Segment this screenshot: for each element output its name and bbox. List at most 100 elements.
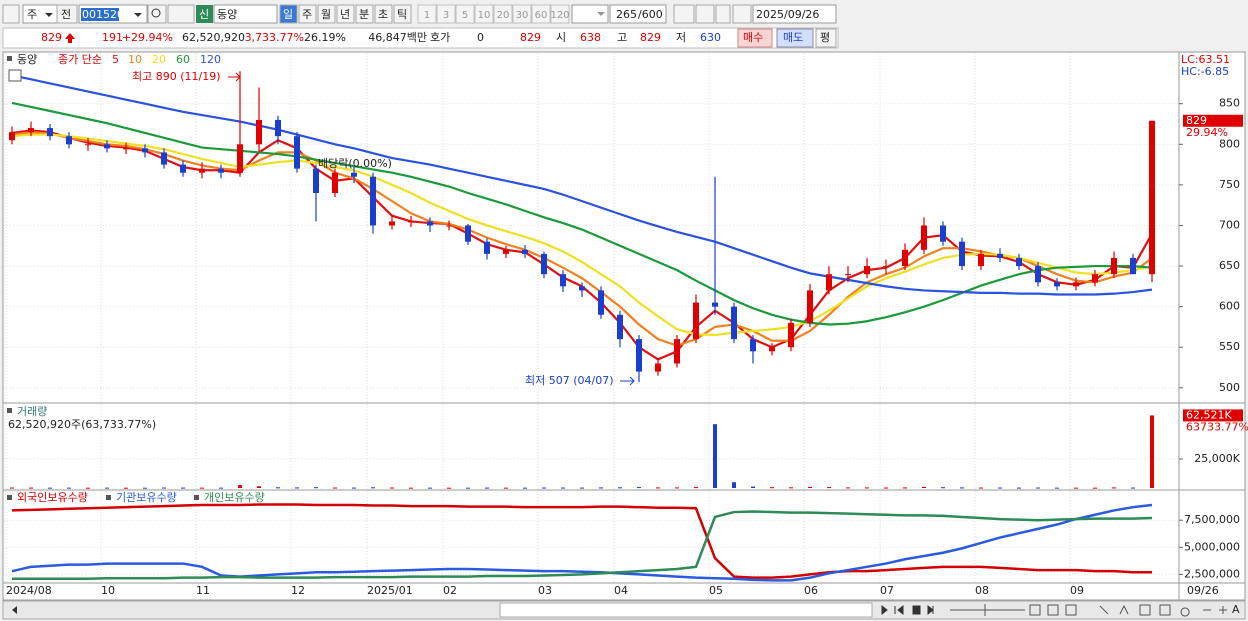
volume-bar [675, 487, 679, 489]
sell-button[interactable] [776, 28, 814, 48]
ask: 829 [520, 31, 541, 44]
turnover: 26.19% [304, 31, 346, 44]
avg-button[interactable] [815, 28, 837, 48]
buy-label: 매수 [743, 31, 763, 44]
legend-entry: 외국인보유수량 [17, 491, 88, 504]
tool-icons[interactable] [1029, 604, 1227, 617]
interval-button[interactable] [417, 4, 437, 24]
interval-button[interactable] [436, 4, 456, 24]
volume-bar [67, 487, 71, 489]
up-arrow [65, 33, 75, 43]
candle-body [674, 339, 680, 364]
candle-body [180, 164, 186, 173]
volume-bar [295, 487, 299, 489]
period-button[interactable] [279, 4, 298, 24]
x-tick-label: 2025/01 [367, 584, 413, 597]
tool-button[interactable] [695, 4, 715, 24]
volume-bar [960, 487, 964, 489]
settings-button[interactable] [732, 4, 752, 24]
scroll-thumb[interactable] [499, 602, 873, 618]
volume-bar [428, 487, 432, 489]
prev-button[interactable] [56, 4, 78, 24]
interval-button[interactable] [512, 4, 532, 24]
period-button[interactable] [298, 4, 317, 24]
scroll-left[interactable] [12, 606, 17, 614]
price: 829 [41, 31, 62, 44]
candle-body [1149, 120, 1155, 275]
interval-label: 60 [535, 10, 548, 21]
dropdown-arrow [45, 13, 53, 17]
save-button[interactable] [715, 4, 731, 24]
buy-button[interactable] [737, 28, 773, 48]
period-button[interactable] [393, 4, 412, 24]
y-tick-label: 25,000K [1194, 452, 1240, 465]
y-tick-label: 550 [1219, 340, 1240, 353]
holding-line [11, 503, 1152, 579]
count: 265 [616, 8, 637, 21]
high: 829 [640, 31, 661, 44]
x-tick-label: 06 [804, 584, 818, 597]
candle-body [1054, 282, 1060, 287]
y-tick-label: 600 [1219, 300, 1240, 313]
candle-body [123, 148, 129, 150]
volume-bar [10, 487, 14, 489]
volume-ratio: 3,733.77% [245, 31, 304, 44]
y-tick-label: 700 [1219, 218, 1240, 231]
y-tick-label: 500 [1219, 381, 1240, 394]
volume-bar [466, 487, 470, 489]
y-tick-label: 800 [1219, 137, 1240, 150]
period-button[interactable] [355, 4, 374, 24]
search-icon [151, 8, 161, 18]
y-tick-label: 650 [1219, 259, 1240, 272]
candle-body [351, 172, 357, 177]
volume-bar [29, 487, 33, 489]
interval-button[interactable] [531, 4, 551, 24]
x-tick-label: 10 [101, 584, 115, 597]
legend-entry: 5 [112, 53, 119, 66]
volume-bar [599, 487, 603, 489]
candle-body [826, 274, 832, 291]
date-box[interactable] [752, 4, 837, 24]
ma-label: 종가 단순 [58, 53, 102, 66]
period-label: 분 [359, 8, 369, 21]
volume-subtitle: 62,520,920주(63,733.77%) [8, 418, 156, 431]
candle-body [864, 266, 870, 275]
period-button[interactable] [374, 4, 393, 24]
candle-body [161, 152, 167, 165]
date: 2025/09/26 [756, 8, 819, 21]
candle-body [655, 363, 661, 372]
moving-average-line [11, 74, 1153, 296]
legend-marker [106, 495, 111, 500]
count-box[interactable] [609, 4, 667, 24]
candle-body [769, 347, 775, 352]
zoom-slider[interactable] [950, 604, 1025, 616]
interval-label: 10 [478, 10, 491, 21]
tool-a[interactable]: A [1232, 603, 1240, 616]
table-button[interactable] [8, 69, 22, 82]
interval-button[interactable] [474, 4, 494, 24]
interval-button[interactable] [493, 4, 513, 24]
open: 638 [580, 31, 601, 44]
period-button[interactable] [317, 4, 336, 24]
candle-body [237, 144, 243, 173]
tool-button[interactable] [673, 4, 695, 24]
menu-button[interactable] [2, 4, 20, 24]
chart-frame [2, 51, 1246, 601]
period-label: 일 [283, 7, 293, 21]
candle-body [389, 221, 395, 226]
period-button[interactable] [336, 4, 355, 24]
candle-body [313, 168, 319, 193]
candle-body [47, 128, 53, 137]
x-tick-label: 2024/08 [6, 584, 52, 597]
candle-body [142, 148, 148, 153]
sound-button[interactable] [167, 4, 195, 24]
search-button[interactable] [147, 4, 167, 24]
playback-controls[interactable] [881, 604, 934, 616]
interval-button[interactable] [550, 4, 570, 24]
volume-bar [808, 486, 812, 488]
candle-body [731, 306, 737, 340]
combo[interactable] [571, 4, 609, 24]
interval-button[interactable] [455, 4, 475, 24]
legend-marker [194, 495, 199, 500]
